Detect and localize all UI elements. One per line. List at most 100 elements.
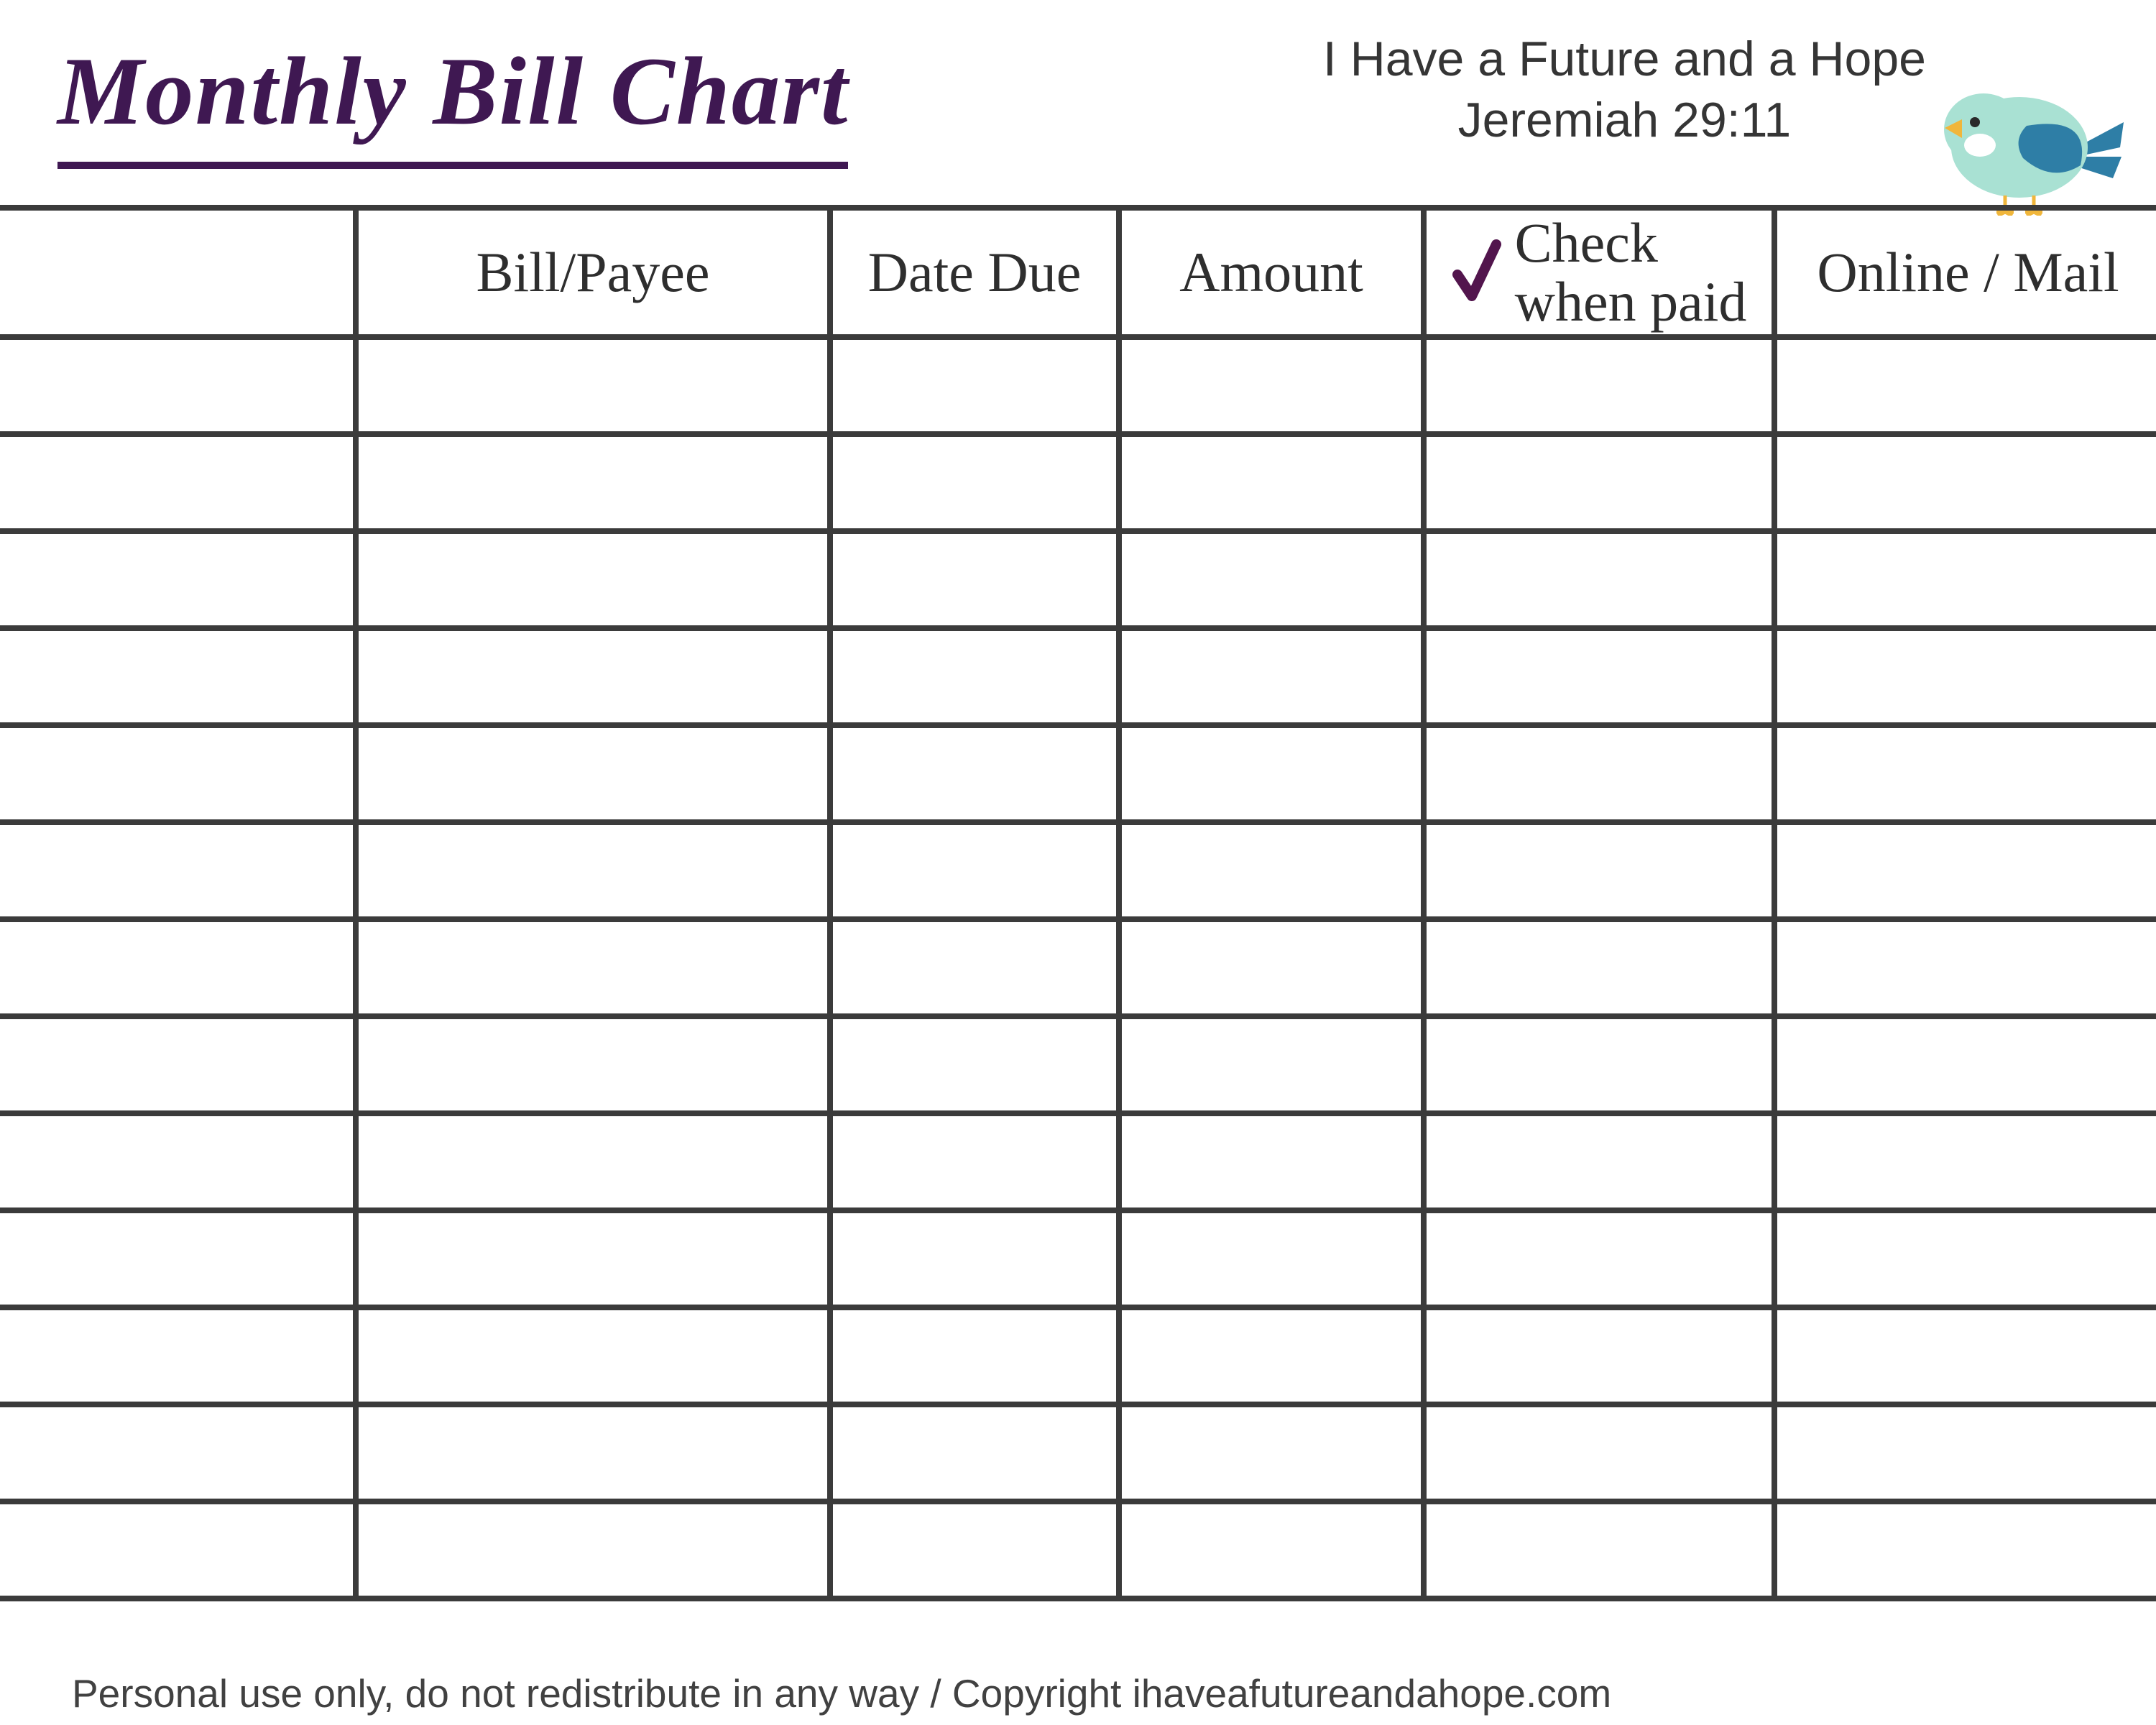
bird-eye xyxy=(1970,117,1980,127)
col-header-paid: Check when paid xyxy=(1424,208,1774,337)
cell-payee[interactable] xyxy=(356,337,830,434)
cell-amount[interactable] xyxy=(1119,725,1424,822)
cell-method[interactable] xyxy=(1774,628,2156,725)
cell-amount[interactable] xyxy=(1119,531,1424,628)
page-title: Monthly Bill Chart xyxy=(57,36,849,147)
cell-due[interactable] xyxy=(830,1501,1119,1598)
cell-method[interactable] xyxy=(1774,1404,2156,1501)
cell-payee[interactable] xyxy=(356,1016,830,1113)
cell-method[interactable] xyxy=(1774,531,2156,628)
cell-amount[interactable] xyxy=(1119,1016,1424,1113)
cell-method[interactable] xyxy=(1774,434,2156,531)
cell-paid[interactable] xyxy=(1424,434,1774,531)
gutter-cell xyxy=(0,1210,356,1307)
bill-chart-page: Monthly Bill Chart I Have a Future and a… xyxy=(0,0,2156,1725)
cell-due[interactable] xyxy=(830,1113,1119,1210)
col-header-amount-label: Amount xyxy=(1179,241,1363,303)
bird-icon xyxy=(1940,72,2127,216)
checkmark-icon xyxy=(1452,239,1502,307)
cell-amount[interactable] xyxy=(1119,628,1424,725)
cell-payee[interactable] xyxy=(356,725,830,822)
cell-payee[interactable] xyxy=(356,919,830,1016)
col-header-payee: Bill/Payee xyxy=(356,208,830,337)
table-row xyxy=(0,531,2156,628)
col-header-due: Date Due xyxy=(830,208,1119,337)
cell-amount[interactable] xyxy=(1119,1210,1424,1307)
table-row xyxy=(0,1307,2156,1404)
cell-due[interactable] xyxy=(830,1016,1119,1113)
cell-method[interactable] xyxy=(1774,1210,2156,1307)
cell-paid[interactable] xyxy=(1424,822,1774,919)
col-header-method: Online / Mail xyxy=(1774,208,2156,337)
cell-due[interactable] xyxy=(830,434,1119,531)
cell-method[interactable] xyxy=(1774,725,2156,822)
col-header-due-label: Date Due xyxy=(868,241,1082,303)
col-header-paid-line1: Check xyxy=(1515,213,1747,272)
cell-payee[interactable] xyxy=(356,1307,830,1404)
cell-method[interactable] xyxy=(1774,337,2156,434)
cell-paid[interactable] xyxy=(1424,1210,1774,1307)
cell-payee[interactable] xyxy=(356,822,830,919)
cell-method[interactable] xyxy=(1774,1113,2156,1210)
cell-amount[interactable] xyxy=(1119,434,1424,531)
cell-payee[interactable] xyxy=(356,1501,830,1598)
cell-due[interactable] xyxy=(830,531,1119,628)
cell-paid[interactable] xyxy=(1424,1404,1774,1501)
cell-due[interactable] xyxy=(830,1210,1119,1307)
cell-amount[interactable] xyxy=(1119,1501,1424,1598)
cell-amount[interactable] xyxy=(1119,1404,1424,1501)
cell-paid[interactable] xyxy=(1424,1501,1774,1598)
cell-due[interactable] xyxy=(830,1404,1119,1501)
cell-due[interactable] xyxy=(830,337,1119,434)
gutter-cell xyxy=(0,434,356,531)
cell-paid[interactable] xyxy=(1424,1307,1774,1404)
cell-due[interactable] xyxy=(830,628,1119,725)
cell-paid[interactable] xyxy=(1424,1113,1774,1210)
gutter-cell xyxy=(0,1404,356,1501)
col-header-gutter xyxy=(0,208,356,337)
gutter-cell xyxy=(0,822,356,919)
cell-method[interactable] xyxy=(1774,822,2156,919)
cell-paid[interactable] xyxy=(1424,337,1774,434)
cell-payee[interactable] xyxy=(356,1404,830,1501)
bill-table-wrap: Bill/Payee Date Due Amount Check when pa… xyxy=(0,205,2156,1601)
cell-payee[interactable] xyxy=(356,1113,830,1210)
footer-text: Personal use only, do not redistribute i… xyxy=(72,1670,1611,1716)
gutter-cell xyxy=(0,1501,356,1598)
cell-amount[interactable] xyxy=(1119,919,1424,1016)
col-header-method-label: Online / Mail xyxy=(1817,241,2119,303)
bird-cheek xyxy=(1964,134,1996,157)
cell-due[interactable] xyxy=(830,822,1119,919)
cell-due[interactable] xyxy=(830,725,1119,822)
cell-payee[interactable] xyxy=(356,628,830,725)
gutter-cell xyxy=(0,1113,356,1210)
table-row xyxy=(0,1501,2156,1598)
cell-amount[interactable] xyxy=(1119,1307,1424,1404)
cell-payee[interactable] xyxy=(356,531,830,628)
table-row xyxy=(0,434,2156,531)
cell-paid[interactable] xyxy=(1424,919,1774,1016)
cell-amount[interactable] xyxy=(1119,1113,1424,1210)
gutter-cell xyxy=(0,919,356,1016)
cell-amount[interactable] xyxy=(1119,337,1424,434)
cell-paid[interactable] xyxy=(1424,628,1774,725)
cell-method[interactable] xyxy=(1774,1016,2156,1113)
cell-method[interactable] xyxy=(1774,1307,2156,1404)
cell-method[interactable] xyxy=(1774,919,2156,1016)
bill-table: Bill/Payee Date Due Amount Check when pa… xyxy=(0,205,2156,1601)
cell-amount[interactable] xyxy=(1119,822,1424,919)
cell-due[interactable] xyxy=(830,919,1119,1016)
cell-due[interactable] xyxy=(830,1307,1119,1404)
tagline: I Have a Future and a Hope Jeremiah 29:1… xyxy=(1323,29,1926,151)
cell-method[interactable] xyxy=(1774,1501,2156,1598)
cell-payee[interactable] xyxy=(356,434,830,531)
col-header-payee-label: Bill/Payee xyxy=(476,241,710,303)
gutter-cell xyxy=(0,531,356,628)
cell-paid[interactable] xyxy=(1424,725,1774,822)
cell-paid[interactable] xyxy=(1424,1016,1774,1113)
table-row xyxy=(0,822,2156,919)
table-row xyxy=(0,1016,2156,1113)
cell-paid[interactable] xyxy=(1424,531,1774,628)
tagline-line2: Jeremiah 29:11 xyxy=(1323,90,1926,151)
cell-payee[interactable] xyxy=(356,1210,830,1307)
